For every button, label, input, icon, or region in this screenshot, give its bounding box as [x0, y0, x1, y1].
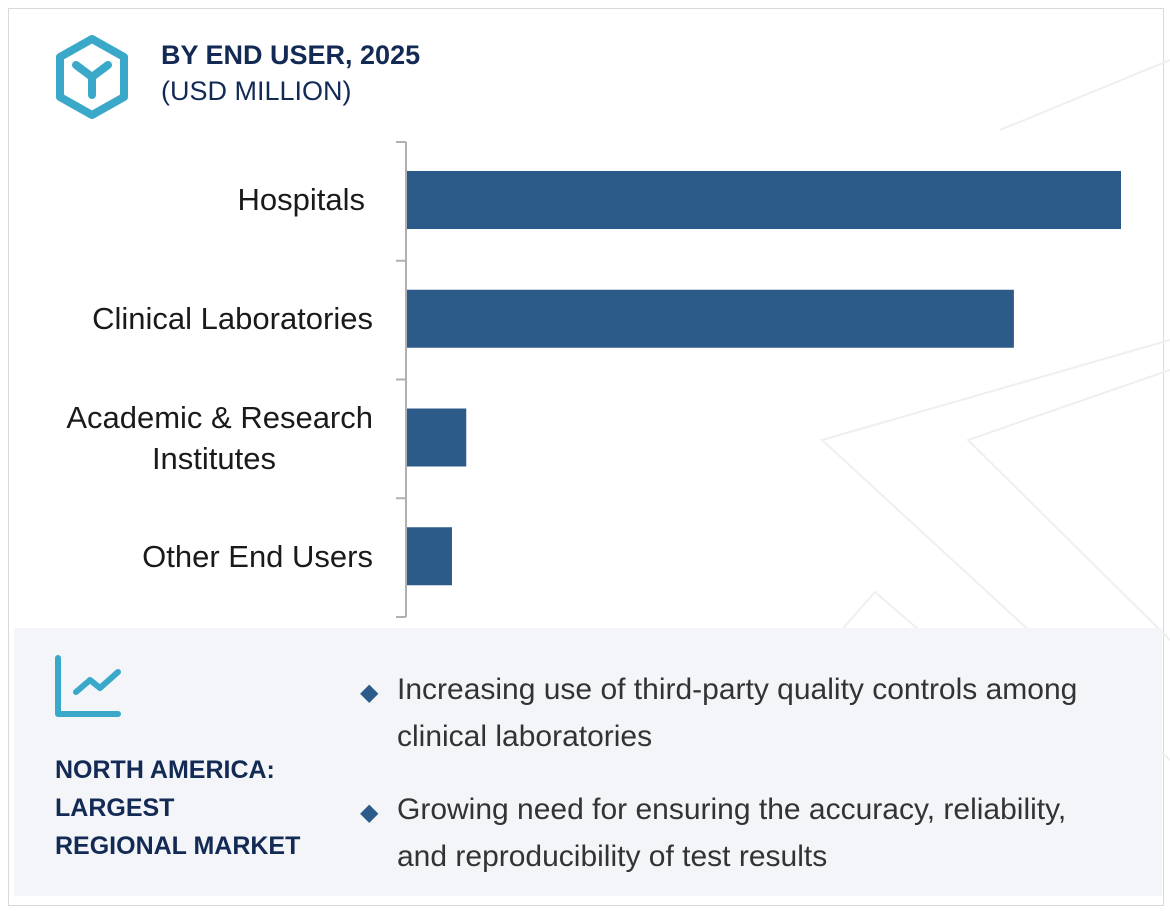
category-label-clinical-laboratories: Clinical Laboratories [92, 301, 373, 336]
region-line: LARGEST [55, 794, 175, 822]
bar-hospitals [407, 171, 1121, 229]
bullet-item: ◆ Growing need for ensuring the accuracy… [360, 786, 1120, 880]
bar-other-end-users [407, 527, 452, 586]
bullet-item: ◆ Increasing use of third-party quality … [360, 666, 1120, 760]
category-label-other-end-users: Other End Users [142, 539, 373, 574]
chart-title: BY END USER, 2025 [161, 40, 421, 70]
category-label-hospitals: Hospitals [238, 182, 366, 217]
line-chart-trend-icon [55, 655, 121, 717]
category-label-academic-line1: Academic & Research [66, 400, 373, 435]
diamond-bullet-icon: ◆ [360, 679, 379, 706]
chart-subtitle: (USD MILLION) [161, 76, 352, 106]
diamond-bullet-icon: ◆ [360, 799, 379, 826]
bar-academic-research-institutes [407, 408, 467, 467]
bar-chart: Hospitals Clinical Laboratories Academic… [66, 141, 1121, 618]
region-line: NORTH AMERICA: [55, 756, 275, 784]
largest-region-label: NORTH AMERICA: LARGEST REGIONAL MARKET [55, 751, 355, 865]
hexagon-y-icon [56, 35, 128, 119]
bar-clinical-laboratories [407, 289, 1014, 348]
category-label-academic-line2: Institutes [152, 441, 276, 476]
region-line: REGIONAL MARKET [55, 832, 301, 860]
summary-panel [14, 628, 1162, 896]
